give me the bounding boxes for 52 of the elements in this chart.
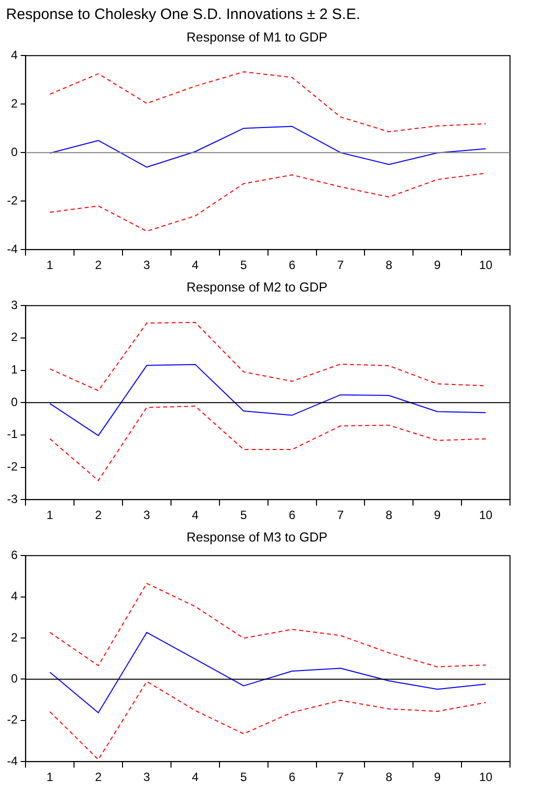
y-tick-label: 3 (10, 298, 18, 312)
chart-title: Response to Cholesky One S.D. Innovations ± 2 S.E. (5, 5, 362, 25)
x-tick-label: 5 (240, 258, 248, 272)
y-tick-label: 2 (10, 96, 18, 110)
x-tick-label: 10 (479, 258, 493, 272)
y-tick-label: -3 (7, 492, 18, 506)
x-tick-label: 10 (479, 770, 493, 784)
y-tick-label: 4 (10, 589, 18, 604)
x-tick-label: 4 (192, 508, 199, 522)
y-tick-label: -4 (7, 754, 18, 768)
y-tick-label: 0 (10, 394, 18, 409)
x-tick-label: 6 (288, 770, 296, 784)
x-tick-label: 9 (434, 508, 442, 522)
y-tick-label: 4 (10, 48, 18, 62)
x-tick-label: 7 (337, 508, 344, 522)
y-tick-label: 2 (10, 630, 18, 644)
x-tick-label: 5 (240, 508, 248, 522)
y-tick-label: 1 (10, 362, 18, 377)
x-tick-label: 5 (240, 770, 248, 784)
chart-subtitle: Response of M1 to GDP (186, 29, 328, 44)
x-tick-label: 2 (94, 258, 102, 272)
x-tick-label: 9 (434, 258, 442, 272)
x-tick-label: 10 (479, 508, 493, 522)
x-tick-label: 6 (288, 508, 296, 522)
y-tick-label: -1 (7, 427, 18, 442)
x-tick-label: 8 (386, 508, 393, 522)
x-tick-label: 8 (386, 258, 393, 272)
y-tick-label: -2 (7, 193, 18, 208)
x-tick-label: 2 (94, 508, 102, 522)
x-tick-label: 3 (143, 770, 150, 784)
y-tick-label: 2 (10, 330, 18, 344)
y-tick-label: -2 (7, 460, 18, 474)
x-tick-label: 7 (337, 258, 344, 272)
x-tick-label: 9 (434, 770, 442, 784)
x-tick-label: 3 (143, 508, 150, 522)
x-tick-label: 4 (192, 770, 199, 784)
y-tick-label: -4 (7, 242, 18, 256)
chart-title: Response of M3 to GDP (186, 529, 328, 544)
x-tick-label: 4 (192, 258, 199, 272)
chart-title: Response of M2 to GDP (186, 279, 328, 294)
y-tick-label: 0 (10, 672, 18, 686)
y-tick-label: 6 (10, 548, 18, 562)
x-tick-label: 2 (94, 770, 102, 784)
x-tick-label: 1 (46, 258, 54, 272)
y-tick-label: -2 (7, 712, 18, 727)
x-tick-label: 3 (143, 258, 150, 272)
x-tick-label: 7 (337, 770, 344, 784)
x-tick-label: 8 (386, 770, 393, 784)
y-tick-label: 0 (10, 144, 18, 159)
x-tick-label: 1 (46, 770, 54, 784)
x-tick-label: 6 (288, 258, 296, 272)
x-tick-label: 1 (46, 508, 54, 522)
